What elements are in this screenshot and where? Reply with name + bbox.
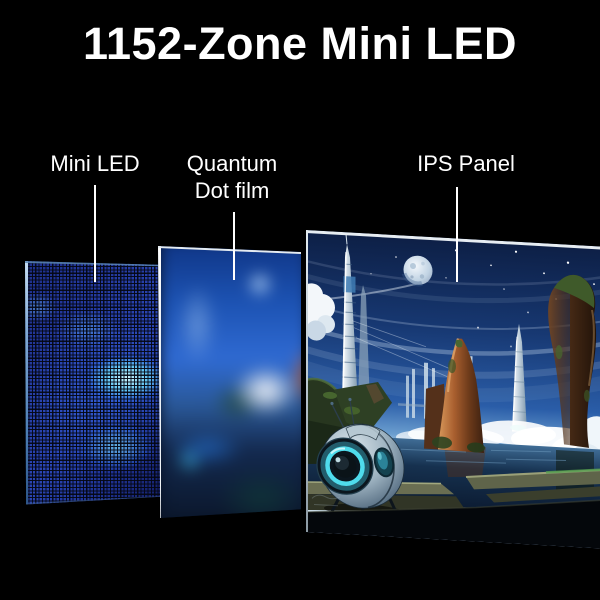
foreground-deck xyxy=(306,494,600,550)
mini-led-dot-grid xyxy=(25,261,161,505)
quantum-dot-film-icon xyxy=(158,246,301,518)
leader-line-ips-panel xyxy=(456,187,458,282)
leader-line-mini-led xyxy=(94,185,96,282)
ips-panel-scene-icon xyxy=(306,230,600,552)
label-ips-panel: IPS Panel xyxy=(396,150,536,177)
robot-lens-eye xyxy=(316,437,374,495)
ips-left-edge xyxy=(306,230,309,533)
page-title: 1152-Zone Mini LED xyxy=(82,18,518,69)
label-quantum-line2: Dot film xyxy=(194,178,270,203)
quantum-dot-blurred-image xyxy=(160,246,301,518)
film-left-edge xyxy=(158,246,161,518)
robot-side-window xyxy=(373,447,395,478)
stars xyxy=(370,249,595,348)
label-mini-led: Mini LED xyxy=(25,150,165,177)
label-mini-led-text: Mini LED xyxy=(50,151,140,176)
left-skyscraper xyxy=(341,234,457,406)
ips-scene-artwork xyxy=(306,230,600,550)
ips-screen xyxy=(306,230,600,550)
mini-led-backlight-panel-icon xyxy=(25,261,161,505)
leader-line-quantum-dot xyxy=(233,212,235,280)
moon xyxy=(401,255,433,287)
label-ips-panel-text: IPS Panel xyxy=(417,151,515,176)
label-quantum-line1: Quantum xyxy=(186,151,278,176)
center-rock-pillar xyxy=(424,338,485,453)
right-rock-pillar xyxy=(548,274,597,448)
robot-antennae xyxy=(330,397,355,429)
mini-led-left-edge xyxy=(25,261,28,505)
label-quantum-dot-film: Quantum Dot film xyxy=(162,150,302,204)
